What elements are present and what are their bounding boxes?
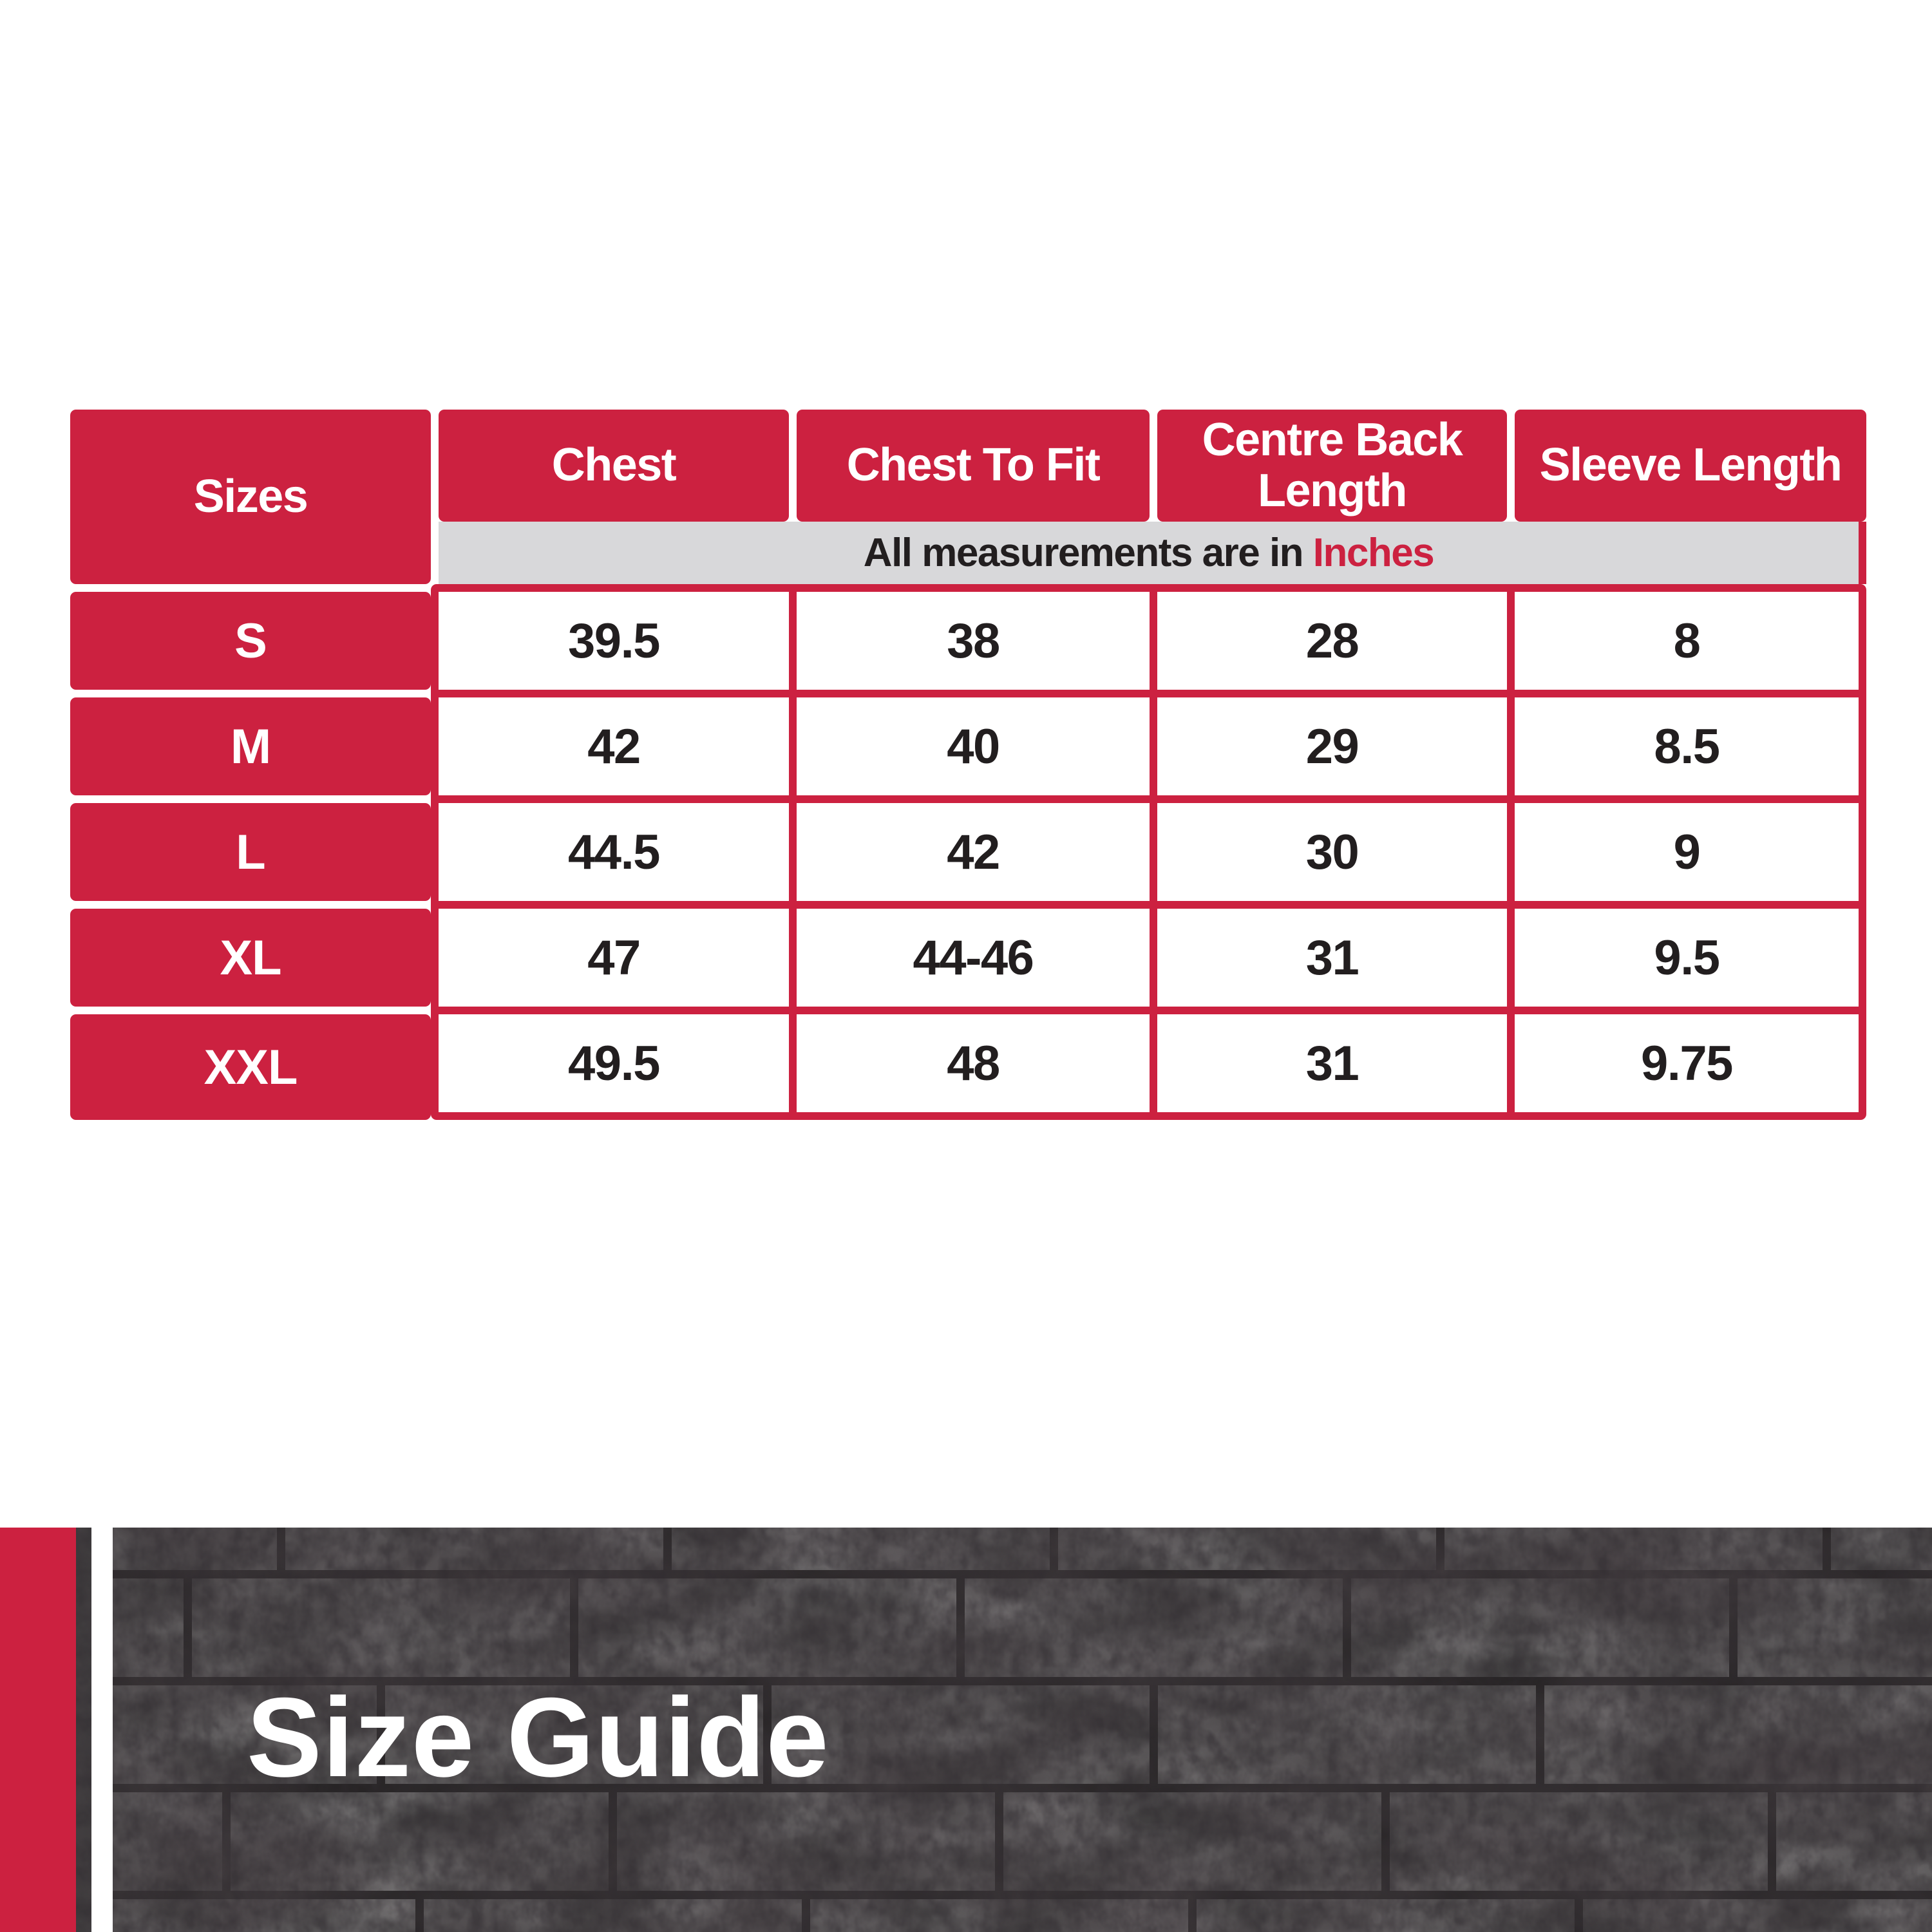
cell-value: 29 [1305,719,1359,774]
column-header-label: Chest To Fit [846,439,1101,491]
cell-s-chest-to-fit: 38 [797,592,1150,690]
column-header-label: Sleeve Length [1539,439,1842,491]
column-header-label: Sizes [193,470,308,522]
cell-value: 28 [1305,613,1359,668]
cell-l-centre-back-length: 30 [1157,803,1507,901]
row-label-l: L [70,803,431,901]
banner-red-stripe [0,1528,76,1932]
row-label-text: M [230,719,271,774]
table-right-border-segment [1859,522,1866,584]
cell-xl-sleeve-length: 9.5 [1515,909,1859,1007]
row-label-xl: XL [70,909,431,1007]
cell-s-chest: 39.5 [439,592,789,690]
cell-xxl-chest-to-fit: 48 [797,1014,1150,1112]
cell-xl-chest: 47 [439,909,789,1007]
units-note-bar: All measurements are in Inches [439,522,1859,584]
units-note-text: All measurements are in [863,531,1313,575]
cell-m-sleeve-length: 8.5 [1515,697,1859,795]
cell-l-sleeve-length: 9 [1515,803,1859,901]
column-header-centre-back-length: Centre Back Length [1157,410,1507,522]
row-label-xxl: XXL [70,1014,431,1120]
cell-value: 40 [947,719,1000,774]
cell-value: 44-46 [913,930,1034,985]
cell-value: 9 [1673,824,1701,880]
column-header-sleeve-length: Sleeve Length [1515,410,1866,522]
cell-value: 39.5 [568,613,660,668]
cell-value: 42 [587,719,641,774]
cell-m-chest-to-fit: 40 [797,697,1150,795]
row-label-text: L [236,824,265,880]
banner-wall-sliver [76,1528,91,1932]
row-label-text: S [234,613,267,668]
banner-title: Size Guide [247,1675,829,1801]
cell-value: 31 [1305,1036,1359,1091]
column-header-chest: Chest [439,410,789,522]
row-label-m: M [70,697,431,795]
cell-value: 30 [1305,824,1359,880]
column-header-label: Chest [551,439,677,491]
cell-xl-chest-to-fit: 44-46 [797,909,1150,1007]
units-note-unit: Inches [1312,531,1435,575]
column-header-chest-to-fit: Chest To Fit [797,410,1150,522]
cell-value: 9.5 [1654,930,1720,985]
cell-value: 38 [947,613,1000,668]
column-header-sizes: Sizes [70,410,431,584]
cell-s-sleeve-length: 8 [1515,592,1859,690]
cell-m-chest: 42 [439,697,789,795]
row-label-s: S [70,592,431,690]
cell-value: 8 [1673,613,1701,668]
row-label-text: XL [220,930,281,985]
cell-l-chest-to-fit: 42 [797,803,1150,901]
cell-value: 49.5 [568,1036,660,1091]
cell-value: 9.75 [1641,1036,1733,1091]
cell-xl-centre-back-length: 31 [1157,909,1507,1007]
cell-value: 47 [587,930,641,985]
brick-wall-texture [113,1528,1932,1932]
cell-xxl-centre-back-length: 31 [1157,1014,1507,1112]
cell-value: 8.5 [1654,719,1720,774]
row-label-text: XXL [204,1039,298,1095]
cell-s-centre-back-length: 28 [1157,592,1507,690]
column-header-label: Centre Back Length [1202,413,1463,516]
cell-value: 31 [1305,930,1359,985]
cell-l-chest: 44.5 [439,803,789,901]
cell-value: 44.5 [568,824,660,880]
size-guide-banner: Size Guide [0,1528,1932,1932]
cell-value: 42 [947,824,1000,880]
cell-xxl-chest: 49.5 [439,1014,789,1112]
cell-xxl-sleeve-length: 9.75 [1515,1014,1859,1112]
size-chart-table: Sizes Chest Chest To Fit Centre Back Len… [70,410,1866,1120]
cell-m-centre-back-length: 29 [1157,697,1507,795]
cell-value: 48 [947,1036,1000,1091]
